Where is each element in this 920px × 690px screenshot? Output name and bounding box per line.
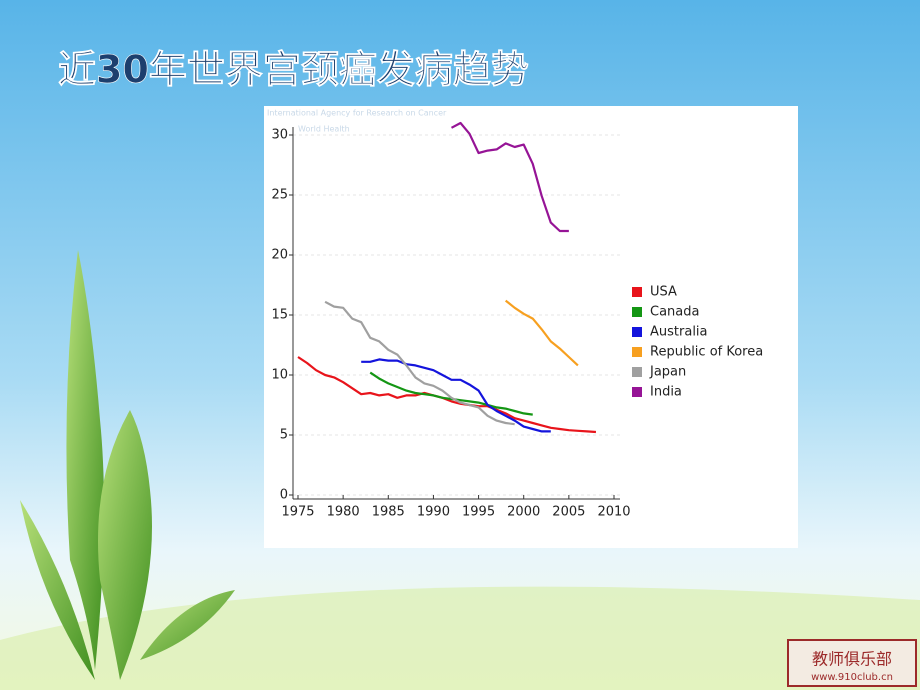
source-note: International Agency for Research on Can… bbox=[267, 109, 447, 118]
x-tick-label: 2005 bbox=[552, 505, 585, 520]
legend-swatch bbox=[632, 387, 642, 397]
y-tick-label: 10 bbox=[271, 368, 288, 383]
y-tick-label: 20 bbox=[271, 248, 288, 263]
watermark-box bbox=[787, 639, 917, 687]
x-tick-label: 1975 bbox=[281, 505, 314, 520]
legend-label: India bbox=[650, 385, 682, 400]
legend-swatch bbox=[632, 307, 642, 317]
source-note: World Health bbox=[298, 125, 350, 134]
legend-swatch bbox=[632, 327, 642, 337]
x-tick-label: 2010 bbox=[597, 505, 630, 520]
series-line bbox=[504, 299, 579, 367]
x-tick-label: 1990 bbox=[417, 505, 450, 520]
x-tick-label: 1985 bbox=[372, 505, 405, 520]
chart-panel bbox=[264, 106, 798, 548]
legend-label: Republic of Korea bbox=[650, 345, 763, 360]
ground bbox=[0, 586, 920, 690]
legend-label: Australia bbox=[650, 325, 708, 340]
series-line bbox=[361, 358, 551, 433]
plant bbox=[20, 250, 235, 680]
series-line bbox=[297, 356, 597, 434]
legend-swatch bbox=[632, 287, 642, 297]
x-tick-label: 1980 bbox=[327, 505, 360, 520]
watermark: 教师俱乐部 www.910club.cn bbox=[787, 639, 917, 687]
x-tick-label: 2000 bbox=[507, 505, 540, 520]
legend-label: Canada bbox=[650, 305, 699, 320]
series-line bbox=[324, 300, 515, 426]
legend-label: USA bbox=[650, 285, 677, 300]
legend-swatch bbox=[632, 367, 642, 377]
x-tick-label: 1995 bbox=[462, 505, 495, 520]
y-tick-label: 0 bbox=[280, 488, 288, 503]
watermark-name: 教师俱乐部 bbox=[812, 650, 892, 669]
legend-swatch bbox=[632, 347, 642, 357]
slide-title: 近30年世界宫颈癌发病趋势 bbox=[58, 48, 529, 92]
y-tick-label: 15 bbox=[271, 308, 288, 323]
y-tick-label: 30 bbox=[271, 128, 288, 143]
y-tick-label: 25 bbox=[271, 188, 288, 203]
legend-label: Japan bbox=[649, 365, 686, 380]
watermark-url: www.910club.cn bbox=[811, 672, 893, 683]
series-line bbox=[450, 121, 569, 233]
y-tick-label: 5 bbox=[280, 428, 288, 443]
